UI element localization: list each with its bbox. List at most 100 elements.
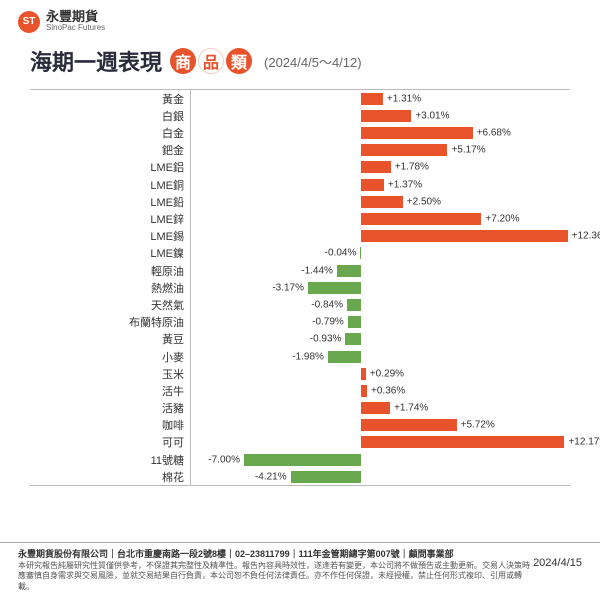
bar-area: +5.17% [190, 142, 570, 159]
title-pill-1: 商 [170, 48, 196, 74]
bar-area: -1.44% [190, 262, 570, 279]
chart-row: LME鋅 +7.20% [30, 210, 570, 227]
bar-area: -1.98% [190, 348, 570, 365]
bar-area: +1.31% [190, 90, 570, 107]
row-label: 鈀金 [30, 142, 190, 158]
row-label: LME錫 [30, 228, 190, 244]
chart-row: 白銀+3.01% [30, 107, 570, 124]
footer-line-1: 永豐期貨股份有限公司｜台北市重慶南路一段2號8樓｜02–23811799｜111… [18, 549, 533, 561]
bar [361, 110, 411, 122]
bar-area: -0.79% [190, 314, 570, 331]
bar [337, 265, 361, 277]
footer-line-3: 應審慎自身需求與交易風險，並就交易結果自行負責，本公司恕不負任何法律責任。亦不作… [18, 571, 533, 592]
chart-row: 咖啡 +5.72% [30, 417, 570, 434]
bar-area: -7.00% [190, 451, 570, 468]
header: ST 永豐期貨 SinoPac Futures [0, 0, 600, 39]
row-label: 天然氣 [30, 297, 190, 313]
bar-value: +6.68% [477, 128, 511, 139]
bar-area: +1.37% [190, 176, 570, 193]
bar-area: -0.04% [190, 245, 570, 262]
bar-area: +5.72% [190, 417, 570, 434]
chart-row: 黃豆 -0.93% [30, 331, 570, 348]
bar-area: +0.36% [190, 382, 570, 399]
bar-area: +3.01% [190, 107, 570, 124]
bar [361, 402, 390, 414]
chart-row: LME銅+1.37% [30, 176, 570, 193]
chart-frame: 黃金+1.31%白銀+3.01%白金+6.68%鈀金+5.17%LME鋁+1.7… [30, 89, 570, 486]
row-label: LME鎳 [30, 245, 190, 261]
bar-value: -1.98% [292, 351, 324, 362]
row-label: 活豬 [30, 400, 190, 416]
bar-value: +3.01% [415, 110, 449, 121]
bar-value: +1.74% [394, 403, 428, 414]
bar [348, 316, 361, 328]
chart-row: 玉米 +0.29% [30, 365, 570, 382]
row-label: 棉花 [30, 469, 190, 485]
row-label: 咖啡 [30, 417, 190, 433]
bar [361, 385, 367, 397]
bar-value: +1.31% [387, 93, 421, 104]
footer-disclaimer: 永豐期貨股份有限公司｜台北市重慶南路一段2號8樓｜02–23811799｜111… [18, 549, 533, 592]
row-label: LME鉛 [30, 194, 190, 210]
chart-row: 活豬 +1.74% [30, 399, 570, 416]
commodity-chart: 黃金+1.31%白銀+3.01%白金+6.68%鈀金+5.17%LME鋁+1.7… [0, 85, 600, 490]
company-name: 永豐期貨 SinoPac Futures [46, 10, 105, 33]
chart-row: 天然氣-0.84% [30, 296, 570, 313]
bar [244, 454, 361, 466]
logo-icon: ST [18, 11, 40, 33]
bar [361, 144, 447, 156]
row-label: 玉米 [30, 366, 190, 382]
bar-area: +1.78% [190, 159, 570, 176]
chart-row: 鈀金 +5.17% [30, 142, 570, 159]
bar-area: +2.50% [190, 193, 570, 210]
chart-row: 棉花-4.21% [30, 468, 570, 485]
bar-value: +12.36% [572, 231, 600, 242]
footer: 永豐期貨股份有限公司｜台北市重慶南路一段2號8樓｜02–23811799｜111… [0, 542, 600, 600]
bar-value: -3.17% [272, 282, 304, 293]
row-label: LME銅 [30, 177, 190, 193]
bar-value: +0.36% [371, 385, 405, 396]
bar [347, 299, 361, 311]
chart-row: 小麥-1.98% [30, 348, 570, 365]
company-en: SinoPac Futures [46, 24, 105, 33]
bar-area: +7.20% [190, 210, 570, 227]
bar [361, 419, 457, 431]
bar-area: -3.17% [190, 279, 570, 296]
row-label: 布蘭特原油 [30, 314, 190, 330]
bar-value: +5.17% [451, 145, 485, 156]
bar [345, 333, 361, 345]
bar [361, 213, 481, 225]
bar-value: -0.93% [310, 334, 342, 345]
bar-value: +5.72% [461, 420, 495, 431]
bar-area: +12.36% [190, 228, 570, 245]
page-title: 海期一週表現 [30, 45, 162, 77]
bar-area: +0.29% [190, 365, 570, 382]
bar-area: -4.21% [190, 468, 570, 485]
chart-row: LME鋁+1.78% [30, 159, 570, 176]
chart-row: LME鉛+2.50% [30, 193, 570, 210]
date-range: (2024/4/5～4/12) [264, 52, 362, 71]
bar [328, 351, 361, 363]
row-label: 黃豆 [30, 331, 190, 347]
bar-value: +12.17% [568, 437, 600, 448]
chart-row: 白金+6.68% [30, 124, 570, 141]
row-label: 活牛 [30, 383, 190, 399]
bar [361, 196, 403, 208]
row-label: 熱燃油 [30, 280, 190, 296]
chart-row: 輕原油-1.44% [30, 262, 570, 279]
title-pill-2: 品 [198, 48, 224, 74]
bar [361, 179, 384, 191]
row-label: 輕原油 [30, 263, 190, 279]
bar-value: +1.78% [395, 162, 429, 173]
chart-row: LME鎳-0.04% [30, 245, 570, 262]
bar [291, 471, 361, 483]
bar-value: +0.29% [370, 368, 404, 379]
bar-area: -0.93% [190, 331, 570, 348]
bar [361, 161, 391, 173]
row-label: LME鋅 [30, 211, 190, 227]
bar-value: +7.20% [485, 214, 519, 225]
bar [360, 247, 361, 259]
chart-row: 活牛 +0.36% [30, 382, 570, 399]
footer-line-2: 本研究報告純屬研究性質僅供參考，不保證其完整性及精準性。報告內容具時效性，遂逢若… [18, 561, 533, 571]
bar-area: -0.84% [190, 296, 570, 313]
